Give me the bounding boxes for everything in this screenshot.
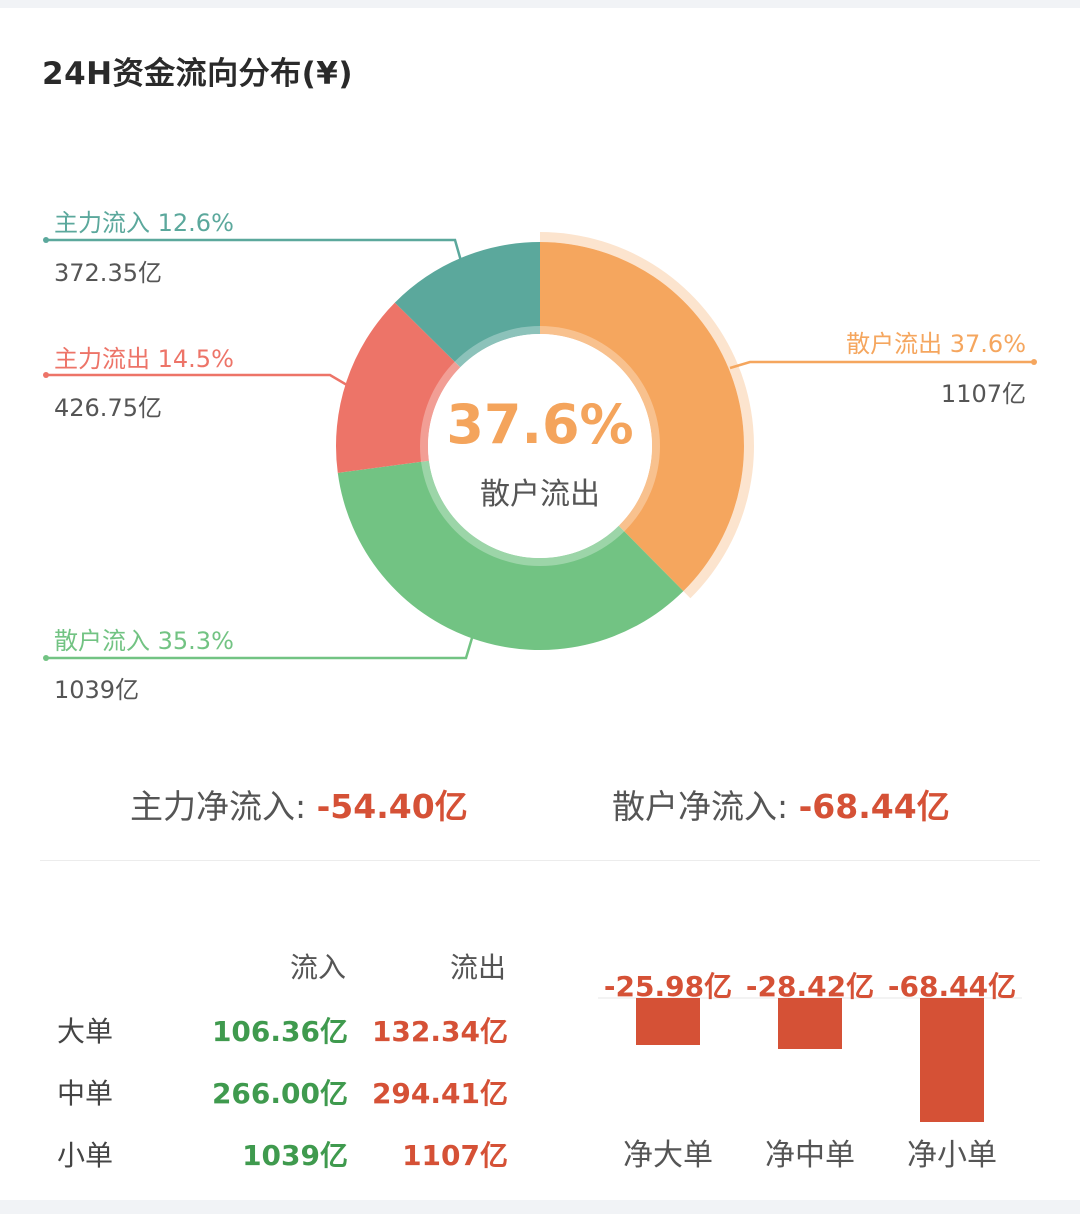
bar-net-small <box>920 998 984 1122</box>
donut-slice-0[interactable] <box>540 242 744 592</box>
fund-flow-donut-chart <box>43 232 1037 661</box>
fund-flow-card: 24H资金流向分布(¥) 主力流入 12.6% 372.35亿 主力流出 14.… <box>0 8 1080 1200</box>
row-small-name: 小单 <box>57 1139 114 1172</box>
bar-value-large: -25.98亿 <box>603 970 733 1003</box>
net-main-value: -54.40亿 <box>316 787 468 826</box>
amount-main-in: 372.35亿 <box>54 259 162 287</box>
row-small-inflow: 1039亿 <box>242 1139 348 1172</box>
row-medium-outflow: 294.41亿 <box>371 1077 508 1110</box>
leader-line-main-out <box>43 372 353 390</box>
row-medium-name: 中单 <box>57 1077 114 1110</box>
section-divider <box>40 860 1040 861</box>
net-retail-inflow: 散户净流入: -68.44亿 <box>612 780 950 828</box>
bar-value-small: -68.44亿 <box>887 970 1017 1003</box>
header-inflow: 流入 <box>290 951 347 984</box>
net-main-label: 主力净流入: <box>130 787 317 826</box>
net-main-inflow: 主力净流入: -54.40亿 <box>130 780 468 828</box>
label-main-in: 主力流入 12.6% <box>54 209 234 237</box>
bar-label-medium: 净中单 <box>765 1138 855 1173</box>
bar-net-medium <box>778 998 842 1050</box>
amount-retail-in: 1039亿 <box>54 676 140 704</box>
card-title: 24H资金流向分布(¥) <box>42 56 353 92</box>
header-outflow: 流出 <box>450 951 507 984</box>
bar-net-large <box>636 998 700 1046</box>
amount-retail-out: 1107亿 <box>940 380 1026 408</box>
bar-value-medium: -28.42亿 <box>745 970 875 1003</box>
donut-slice-1[interactable] <box>337 460 684 650</box>
leader-line-retail-out <box>729 359 1037 370</box>
label-retail-in: 散户流入 35.3% <box>54 627 234 655</box>
net-retail-value: -68.44亿 <box>798 787 950 826</box>
row-small-outflow: 1107亿 <box>402 1139 508 1172</box>
label-main-out: 主力流出 14.5% <box>54 345 234 373</box>
donut-center-label: 散户流出 <box>480 477 600 512</box>
leader-line-retail-in <box>43 637 474 661</box>
donut-slice-3[interactable] <box>394 242 540 368</box>
amount-main-out: 426.75亿 <box>54 394 162 422</box>
bar-label-large: 净大单 <box>623 1138 713 1173</box>
net-retail-label: 散户净流入: <box>612 787 799 826</box>
bar-label-small: 净小单 <box>907 1138 997 1173</box>
donut-slice-2[interactable] <box>336 302 461 473</box>
row-large-inflow: 106.36亿 <box>211 1015 348 1048</box>
row-large-name: 大单 <box>57 1015 114 1048</box>
donut-center-value: 37.6% <box>446 393 634 456</box>
label-retail-out: 散户流出 37.6% <box>846 330 1026 358</box>
row-large-outflow: 132.34亿 <box>371 1015 508 1048</box>
donut-hole <box>428 334 652 558</box>
row-medium-inflow: 266.00亿 <box>211 1077 348 1110</box>
